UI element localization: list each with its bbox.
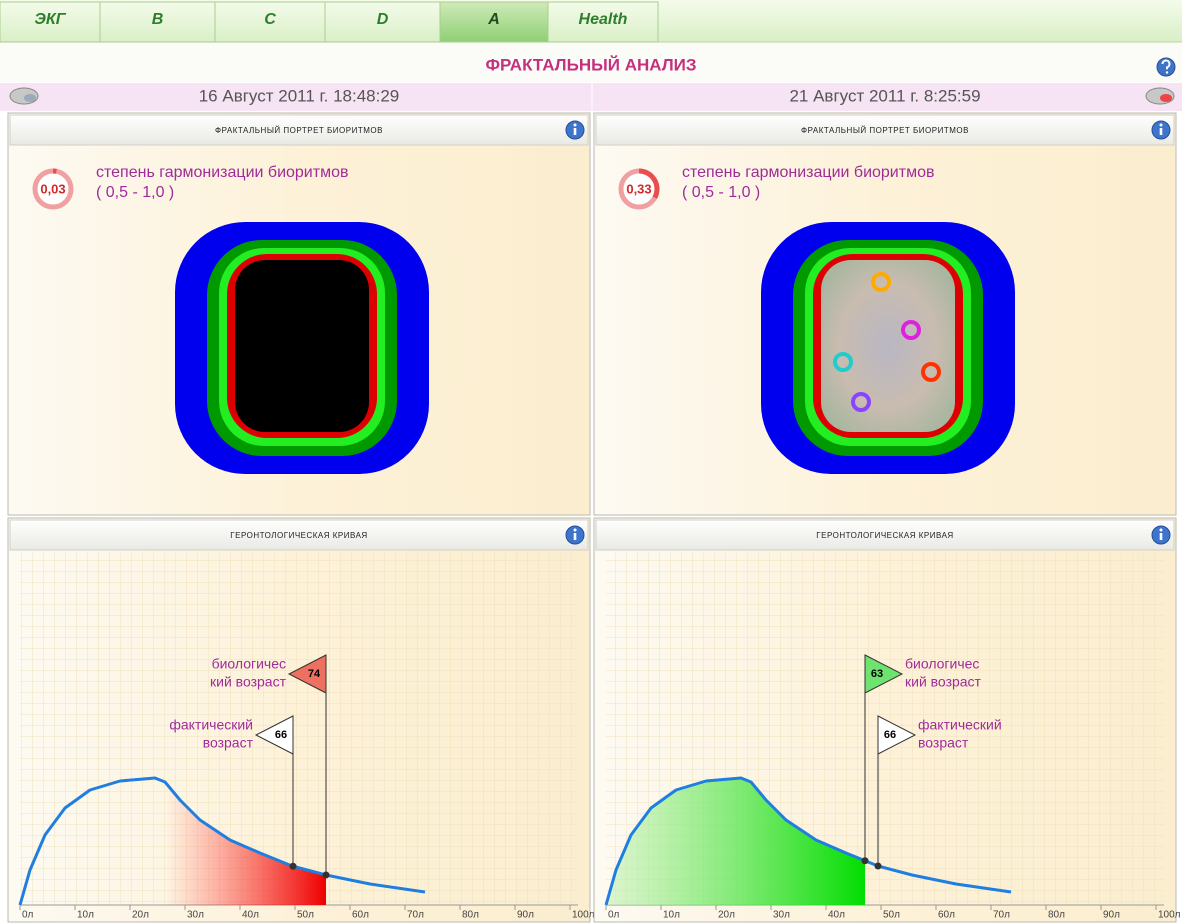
info-glyph[interactable] [1160, 533, 1163, 540]
panel-title: ГЕРОНТОЛОГИЧЕСКАЯ КРИВАЯ [230, 531, 367, 540]
score-value: 0,33 [626, 181, 651, 196]
flag-label: кий возраст [905, 674, 982, 690]
info-glyph[interactable] [1160, 124, 1163, 127]
curve-point [875, 863, 882, 870]
panel-title: ГЕРОНТОЛОГИЧЕСКАЯ КРИВАЯ [816, 531, 953, 540]
info-glyph[interactable] [574, 533, 577, 540]
flag-value: 63 [871, 668, 883, 680]
axis-label: 60л [938, 910, 955, 921]
panel-title: ФРАКТАЛЬНЫЙ ПОРТРЕТ БИОРИТМОВ [801, 126, 969, 135]
axis-label: 30л [773, 910, 790, 921]
curve-point [290, 863, 297, 870]
score-range: ( 0,5 - 1,0 ) [682, 184, 760, 201]
flag-label: биологичес [212, 656, 286, 672]
date: 21 Август 2011 г. 8:25:59 [789, 86, 980, 105]
tab-label[interactable]: B [152, 11, 164, 28]
axis-label: 50л [883, 910, 900, 921]
flag-value: 66 [884, 729, 896, 741]
tab-label[interactable]: C [264, 11, 276, 28]
flag-label: кий возраст [210, 674, 287, 690]
help-glyph[interactable] [1166, 71, 1168, 73]
info-glyph[interactable] [1160, 529, 1163, 532]
score-label: степень гармонизации биоритмов [682, 164, 934, 181]
flag-label: возраст [918, 735, 969, 751]
info-glyph[interactable] [574, 529, 577, 532]
axis-label: 70л [407, 910, 424, 921]
curve-point [862, 857, 869, 864]
axis-label: 70л [993, 910, 1010, 921]
info-glyph[interactable] [1160, 128, 1163, 135]
axis-label: 80л [1048, 910, 1065, 921]
score-value: 0,03 [40, 181, 65, 196]
axis-label: 20л [132, 910, 149, 921]
axis-label: 100л [1158, 910, 1181, 921]
mouse-icon[interactable] [24, 94, 36, 102]
screen: ФРАКТАЛЬНЫЙ АНАЛИЗ ЭКГ B C D A Health 16 Авгус… [0, 0, 1182, 924]
date: 16 Август 2011 г. 18:48:29 [199, 86, 400, 105]
flag-label: фактический [918, 717, 1002, 733]
fractal-core [235, 260, 369, 432]
flag-value: 66 [275, 729, 287, 741]
axis-label: 10л [77, 910, 94, 921]
info-glyph[interactable] [574, 124, 577, 127]
panel-title: ФРАКТАЛЬНЫЙ ПОРТРЕТ БИОРИТМОВ [215, 126, 383, 135]
mouse-icon[interactable] [1160, 94, 1172, 102]
flag-label: фактический [169, 717, 253, 733]
date-bar [0, 83, 1182, 111]
page-title: ФРАКТАЛЬНЫЙ АНАЛИЗ [485, 55, 696, 74]
axis-label: 40л [242, 910, 259, 921]
axis-label: 60л [352, 910, 369, 921]
score-range: ( 0,5 - 1,0 ) [96, 184, 174, 201]
info-glyph[interactable] [574, 128, 577, 135]
flag-label: биологичес [905, 656, 979, 672]
axis-label: 0л [608, 910, 620, 921]
help-button[interactable] [1157, 58, 1175, 76]
page: body { margin: 0; width: 1182px; height:… [0, 0, 1182, 924]
tab-label[interactable]: A [487, 11, 500, 28]
body: {"tabs": ["ЭКГ", "B", "C", "D", "A", "He… [0, 0, 1182, 924]
axis-label: 40л [828, 910, 845, 921]
axis-label: 30л [187, 910, 204, 921]
axis-label: 10л [663, 910, 680, 921]
next-button[interactable] [1146, 88, 1174, 104]
flag-label: возраст [203, 735, 254, 751]
axis-label: 90л [1103, 910, 1120, 921]
tab-label[interactable]: D [377, 11, 389, 28]
tab-label[interactable]: ЭКГ [34, 11, 66, 28]
axis-label: 20л [718, 910, 735, 921]
curve-point [323, 872, 330, 879]
axis-label: 50л [297, 910, 314, 921]
prev-button[interactable] [10, 88, 38, 104]
axis-label: 0л [22, 910, 34, 921]
axis-label: 80л [462, 910, 479, 921]
chart-grid [20, 553, 578, 905]
flag-value: 74 [308, 668, 321, 680]
score-label: степень гармонизации биоритмов [96, 164, 348, 181]
axis-label: 100л [572, 910, 595, 921]
tab-label[interactable]: Health [579, 11, 628, 28]
axis-label: 90л [517, 910, 534, 921]
